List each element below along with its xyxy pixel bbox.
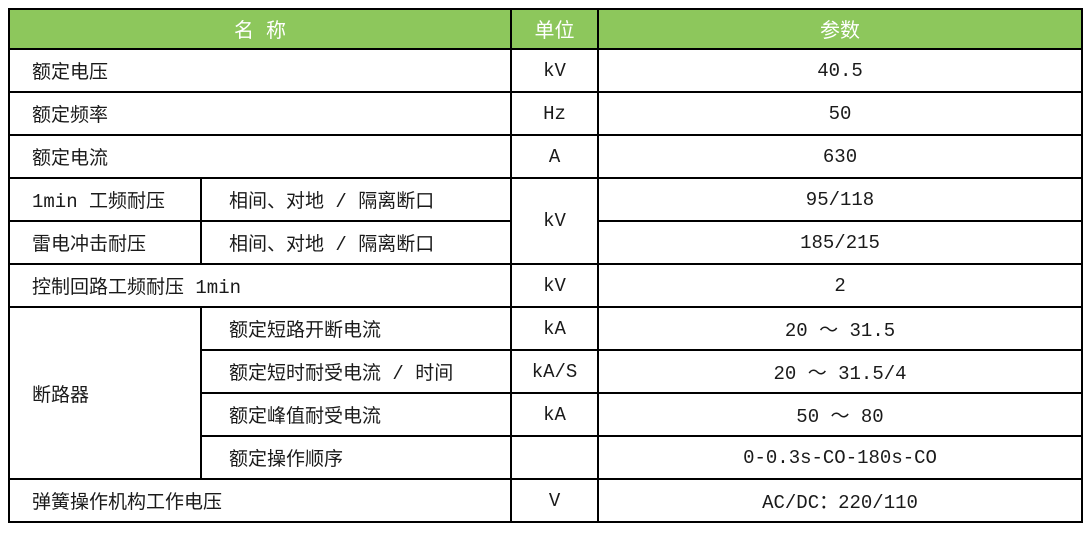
power-freq-name: 1min 工频耐压 — [8, 177, 202, 222]
rated-current-unit: A — [510, 134, 600, 179]
row-rated-frequency: 额定频率 Hz 50 — [7, 91, 1084, 136]
header-unit: 单位 — [510, 8, 600, 50]
spring-mechanism-name: 弹簧操作机构工作电压 — [7, 478, 513, 523]
control-circuit-unit: kV — [510, 263, 600, 308]
op-sequence-param: 0-0.3s-CO-180s-CO — [597, 435, 1084, 480]
power-freq-sub: 相间、对地 / 隔离断口 — [199, 177, 513, 222]
peak-current-param: 50 ～ 80 — [597, 392, 1084, 437]
row-rated-current: 额定电流 A 630 — [7, 134, 1084, 179]
header-name: 名 称 — [7, 8, 513, 50]
breaking-current-sub: 额定短路开断电流 — [199, 306, 513, 351]
control-circuit-param: 2 — [597, 263, 1084, 308]
rated-current-param: 630 — [597, 134, 1084, 179]
short-time-sub: 额定短时耐受电流 / 时间 — [199, 349, 513, 394]
lightning-sub: 相间、对地 / 隔离断口 — [199, 220, 513, 265]
spring-mechanism-unit: V — [510, 478, 600, 523]
rated-frequency-name: 额定频率 — [7, 91, 513, 136]
control-circuit-name: 控制回路工频耐压 1min — [7, 263, 513, 308]
peak-current-unit: kA — [510, 392, 600, 437]
spec-table: 名 称 单位 参数 额定电压 kV 40.5 额定频率 Hz 50 额定电流 A… — [7, 8, 1084, 523]
row-spring-mechanism: 弹簧操作机构工作电压 V AC/DC：220/110 — [7, 478, 1084, 523]
op-sequence-unit — [510, 435, 600, 480]
row-short-time-current: 额定短时耐受电流 / 时间 kA/S 20 ～ 31.5/4 — [9, 349, 1084, 394]
rated-voltage-name: 额定电压 — [7, 48, 513, 93]
rated-frequency-param: 50 — [597, 91, 1084, 136]
row-breaking-current: 断路器 额定短路开断电流 kA 20 ～ 31.5 — [8, 306, 1084, 480]
withstand-unit: kV — [510, 177, 600, 265]
peak-current-sub: 额定峰值耐受电流 — [199, 392, 513, 437]
row-rated-voltage: 额定电压 kV 40.5 — [7, 48, 1084, 93]
lightning-param: 185/215 — [597, 220, 1084, 265]
row-control-circuit: 控制回路工频耐压 1min kV 2 — [7, 263, 1084, 308]
row-power-freq-withstand: 1min 工频耐压 相间、对地 / 隔离断口 kV 95/118 — [8, 177, 1084, 265]
rated-frequency-unit: Hz — [510, 91, 600, 136]
rated-voltage-unit: kV — [510, 48, 600, 93]
row-lightning-impulse: 雷电冲击耐压 相间、对地 / 隔离断口 185/215 — [8, 220, 1084, 265]
power-freq-param: 95/118 — [597, 177, 1084, 222]
rated-current-name: 额定电流 — [7, 134, 513, 179]
header-param: 参数 — [597, 8, 1084, 50]
breaking-current-param: 20 ～ 31.5 — [597, 306, 1084, 351]
spring-mechanism-param: AC/DC：220/110 — [597, 478, 1084, 523]
rated-voltage-param: 40.5 — [597, 48, 1084, 93]
row-operation-sequence: 额定操作顺序 0-0.3s-CO-180s-CO — [9, 435, 1084, 480]
op-sequence-sub: 额定操作顺序 — [199, 435, 513, 480]
short-time-param: 20 ～ 31.5/4 — [597, 349, 1084, 394]
short-time-unit: kA/S — [510, 349, 600, 394]
breaker-group-name: 断路器 — [8, 306, 202, 480]
breaking-current-unit: kA — [510, 306, 600, 351]
header-row: 名 称 单位 参数 — [7, 8, 1084, 50]
row-peak-current: 额定峰值耐受电流 kA 50 ～ 80 — [9, 392, 1084, 437]
lightning-name: 雷电冲击耐压 — [8, 220, 202, 265]
